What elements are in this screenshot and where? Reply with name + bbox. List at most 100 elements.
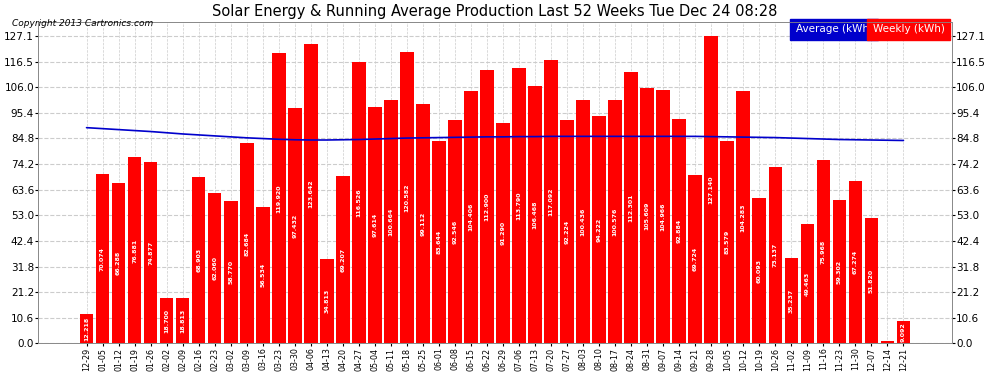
- Text: 69.207: 69.207: [341, 248, 346, 272]
- Bar: [368, 107, 382, 344]
- Text: 83.579: 83.579: [725, 230, 730, 255]
- Text: 69.724: 69.724: [693, 247, 698, 271]
- Text: 106.468: 106.468: [533, 200, 538, 229]
- Text: 76.881: 76.881: [132, 238, 137, 262]
- Text: 119.920: 119.920: [276, 184, 281, 213]
- Bar: [336, 176, 349, 344]
- Legend: Average (kWh), Weekly (kWh): Average (kWh), Weekly (kWh): [794, 21, 946, 38]
- Text: 74.877: 74.877: [148, 241, 153, 265]
- Bar: [512, 68, 526, 344]
- Text: 116.526: 116.526: [356, 188, 361, 217]
- Bar: [176, 298, 189, 344]
- Bar: [656, 90, 670, 344]
- Text: 73.137: 73.137: [773, 243, 778, 267]
- Text: 104.966: 104.966: [660, 202, 665, 231]
- Bar: [384, 100, 398, 344]
- Text: 127.140: 127.140: [709, 176, 714, 204]
- Bar: [897, 321, 910, 344]
- Bar: [256, 207, 269, 344]
- Text: 59.302: 59.302: [837, 260, 842, 284]
- Bar: [833, 200, 846, 344]
- Text: 120.582: 120.582: [404, 183, 410, 212]
- Text: 68.903: 68.903: [196, 248, 201, 272]
- Text: 91.290: 91.290: [501, 221, 506, 245]
- Bar: [864, 218, 878, 344]
- Text: 99.112: 99.112: [421, 211, 426, 236]
- Text: 12.218: 12.218: [84, 316, 89, 341]
- Bar: [608, 100, 622, 344]
- Bar: [80, 314, 93, 344]
- Bar: [529, 86, 542, 344]
- Bar: [768, 166, 782, 344]
- Text: 113.790: 113.790: [517, 192, 522, 220]
- Text: 94.222: 94.222: [597, 217, 602, 242]
- Bar: [272, 53, 285, 344]
- Text: 35.237: 35.237: [789, 289, 794, 313]
- Bar: [705, 36, 718, 344]
- Bar: [400, 52, 414, 344]
- Text: 117.092: 117.092: [548, 188, 553, 216]
- Text: 58.770: 58.770: [229, 260, 234, 284]
- Bar: [432, 141, 446, 344]
- Bar: [848, 181, 862, 344]
- Title: Solar Energy & Running Average Production Last 52 Weeks Tue Dec 24 08:28: Solar Energy & Running Average Productio…: [212, 4, 778, 19]
- Bar: [480, 70, 494, 344]
- Text: 66.288: 66.288: [116, 251, 121, 275]
- Text: 34.813: 34.813: [325, 289, 330, 314]
- Text: 92.546: 92.546: [452, 219, 457, 244]
- Bar: [737, 91, 750, 344]
- Text: 82.684: 82.684: [245, 231, 249, 255]
- Bar: [112, 183, 126, 344]
- Text: 49.463: 49.463: [805, 272, 810, 296]
- Bar: [464, 91, 478, 344]
- Bar: [128, 158, 142, 344]
- Bar: [784, 258, 798, 344]
- Text: 104.406: 104.406: [468, 203, 473, 231]
- Text: 97.614: 97.614: [372, 213, 377, 237]
- Bar: [752, 198, 766, 344]
- Text: 104.283: 104.283: [741, 203, 745, 231]
- Bar: [496, 123, 510, 344]
- Bar: [224, 201, 238, 344]
- Bar: [688, 175, 702, 344]
- Bar: [240, 143, 253, 344]
- Text: Copyright 2013 Cartronics.com: Copyright 2013 Cartronics.com: [12, 19, 153, 28]
- Text: 60.093: 60.093: [756, 259, 761, 283]
- Text: 123.642: 123.642: [308, 180, 313, 208]
- Text: 18.700: 18.700: [164, 309, 169, 333]
- Text: 18.813: 18.813: [180, 309, 185, 333]
- Text: 67.274: 67.274: [853, 250, 858, 274]
- Text: 100.576: 100.576: [613, 208, 618, 236]
- Text: 83.644: 83.644: [437, 230, 442, 254]
- Bar: [625, 72, 638, 344]
- Bar: [817, 160, 831, 344]
- Bar: [304, 44, 318, 344]
- Bar: [192, 177, 206, 344]
- Bar: [801, 224, 814, 344]
- Bar: [96, 174, 109, 344]
- Text: 112.900: 112.900: [484, 193, 489, 221]
- Bar: [208, 193, 222, 344]
- Text: 100.436: 100.436: [580, 208, 586, 236]
- Bar: [448, 120, 461, 344]
- Bar: [721, 141, 734, 344]
- Bar: [416, 104, 430, 344]
- Text: 105.609: 105.609: [644, 201, 649, 230]
- Bar: [320, 259, 334, 344]
- Text: 9.092: 9.092: [901, 322, 906, 342]
- Bar: [641, 88, 654, 344]
- Bar: [288, 108, 302, 344]
- Bar: [560, 120, 574, 344]
- Bar: [592, 116, 606, 344]
- Text: 75.968: 75.968: [821, 239, 826, 264]
- Text: 51.820: 51.820: [869, 268, 874, 293]
- Text: 92.224: 92.224: [564, 220, 569, 244]
- Bar: [159, 298, 173, 344]
- Text: 112.301: 112.301: [629, 194, 634, 222]
- Text: 62.060: 62.060: [212, 256, 217, 280]
- Text: 56.534: 56.534: [260, 263, 265, 287]
- Text: 92.884: 92.884: [677, 219, 682, 243]
- Bar: [144, 162, 157, 344]
- Bar: [544, 60, 558, 344]
- Text: 70.074: 70.074: [100, 247, 105, 271]
